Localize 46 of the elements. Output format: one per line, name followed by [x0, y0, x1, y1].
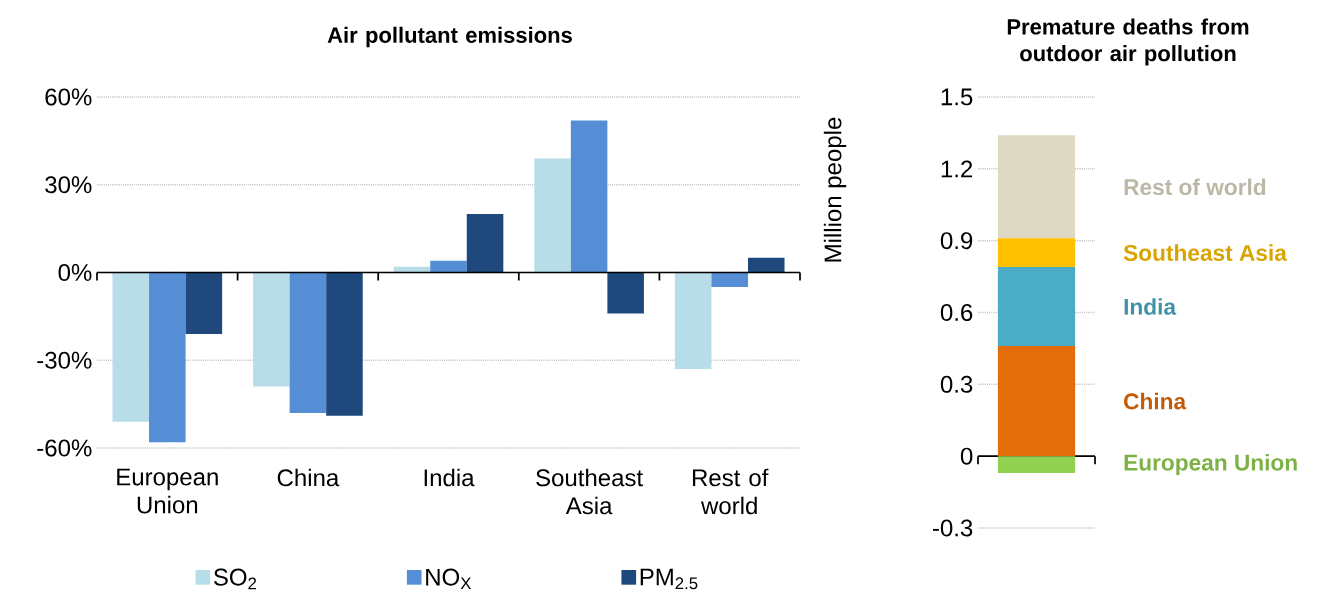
legend-label: PM$_{2.5}$ [640, 568, 698, 590]
y-tick-label: 0 [960, 447, 973, 465]
x-tick-label: Southeast Asia [536, 468, 643, 515]
y-tick-label: 0.3 [940, 375, 973, 393]
y-tick-label: -60% [37, 439, 92, 457]
text: India [1124, 298, 1177, 315]
bar [112, 272, 150, 422]
bar [149, 272, 186, 443]
y-tick-label: 0.6 [940, 303, 973, 321]
text: Rest of world [1124, 178, 1266, 196]
x-tick-label: European Union [117, 468, 218, 514]
chart-title: Air pollutant emissions [327, 26, 572, 48]
y-axis-title: Million people [823, 117, 847, 262]
bar [185, 272, 223, 334]
y-tick-label: 0.9 [940, 232, 973, 250]
bar [466, 214, 504, 273]
bar [674, 272, 712, 370]
x-tick-label: Rest of world [692, 468, 769, 515]
bar [534, 158, 571, 273]
bar [997, 135, 1076, 239]
y-tick-label: 1.5 [941, 88, 973, 106]
y-tick-label: 30% [45, 176, 92, 194]
bar [326, 272, 363, 416]
bar [289, 272, 327, 413]
y-tick-label: -0.3 [933, 519, 973, 537]
text: Southeast Asia [1123, 244, 1287, 261]
y-tick-label: 1.2 [941, 160, 973, 178]
y-tick-label: -30% [37, 351, 92, 369]
legend-label: SO$_{2}$ [213, 568, 257, 590]
y-tick-label: 60% [45, 88, 92, 106]
y-tick-label: 0% [58, 263, 92, 281]
bar [747, 257, 785, 273]
x-tick-label: China [277, 468, 340, 487]
bar [607, 272, 644, 314]
bar [711, 272, 748, 288]
bar [997, 456, 1076, 473]
bar [997, 267, 1076, 347]
x-tick-label: India [424, 468, 475, 487]
bar [430, 260, 467, 273]
bar [997, 346, 1076, 457]
bar [253, 272, 290, 387]
legend-label: NO$_{X}$ [426, 568, 472, 590]
text: China [1124, 392, 1187, 410]
bar [570, 120, 608, 273]
bar [997, 238, 1076, 268]
text: Premature deaths from outdoor air pollution [1007, 18, 1249, 66]
